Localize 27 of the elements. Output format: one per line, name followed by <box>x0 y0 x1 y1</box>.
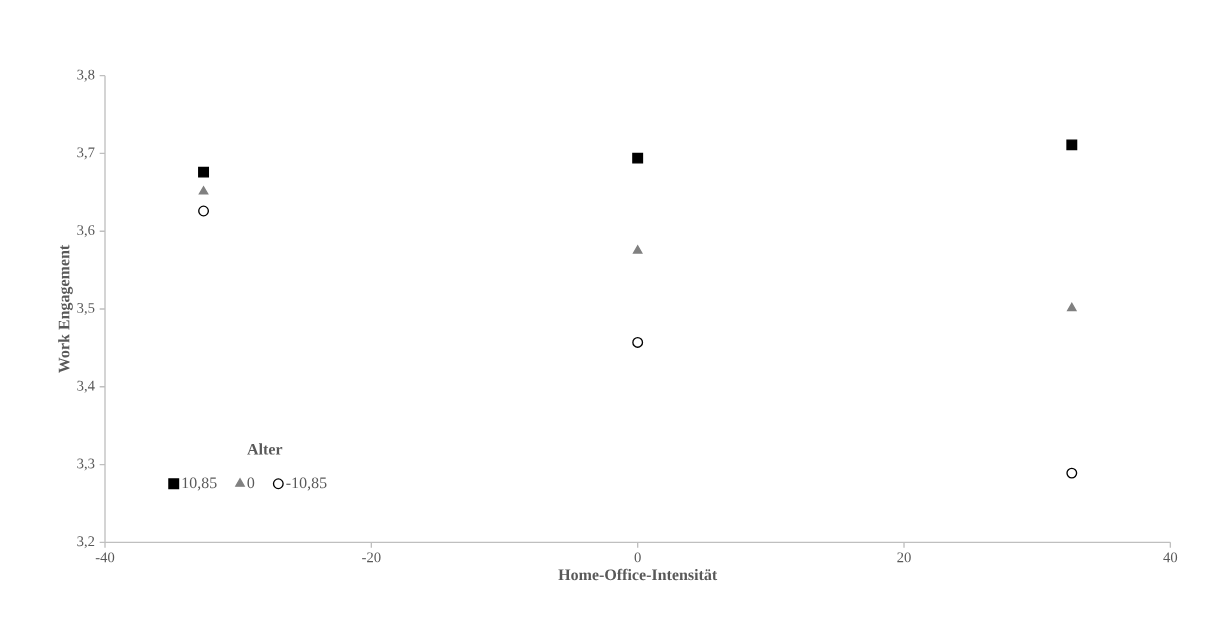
legend-label: 0 <box>247 477 255 489</box>
y-tick-label: 3,6 <box>77 225 95 238</box>
y-tick-label: 3,2 <box>77 536 95 549</box>
legend-label: -10,85 <box>286 477 327 491</box>
legend-label: 10,85 <box>182 477 217 491</box>
point <box>632 245 643 254</box>
y-tick-label: 3,5 <box>77 303 95 315</box>
point <box>1066 302 1077 312</box>
y-tick-label: 3,7 <box>77 147 95 160</box>
y-axis-title: Work Engagement <box>58 244 73 373</box>
y-tick-label: 3,8 <box>77 69 95 82</box>
point <box>198 186 209 195</box>
x-tick-label: 40 <box>1163 552 1178 563</box>
x-tick-label: -40 <box>95 552 115 563</box>
point <box>632 152 644 164</box>
legend-title: Alter <box>247 443 283 455</box>
x-axis-title: Home-Office-Intensität <box>558 568 718 581</box>
point <box>1066 139 1078 151</box>
point <box>1066 467 1078 479</box>
y-tick-label: 3,4 <box>77 380 95 393</box>
point <box>198 205 210 217</box>
x-tick-label: 0 <box>634 552 641 563</box>
point <box>198 166 210 178</box>
point <box>632 336 644 348</box>
x-tick-label: 20 <box>897 552 911 563</box>
y-tick-label: 3,3 <box>77 458 95 471</box>
x-tick-label: -20 <box>362 552 381 563</box>
